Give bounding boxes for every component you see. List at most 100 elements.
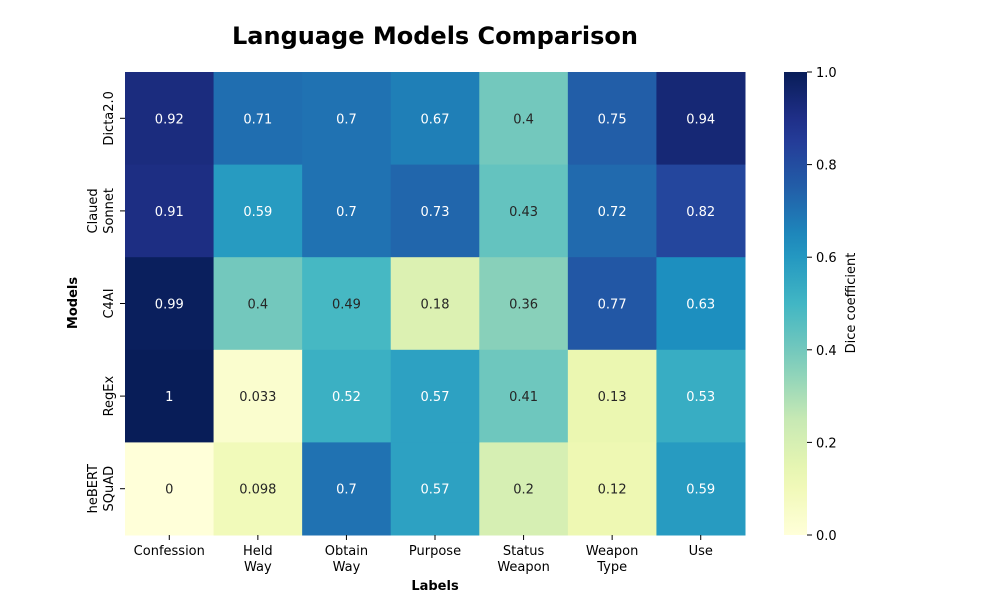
- x-tick-label: Status Weapon: [497, 544, 550, 575]
- cell-value-label: 0.73: [421, 205, 450, 220]
- cell-value-label: 0.41: [509, 390, 538, 405]
- heatmap-cell: [479, 257, 569, 351]
- cell-value-label: 0.82: [686, 205, 715, 220]
- heatmap-cell: [567, 164, 657, 258]
- heatmap-cell: [567, 257, 657, 351]
- cell-value-label: 0.4: [248, 298, 269, 313]
- heatmap-cell: [125, 164, 215, 258]
- cell-value-label: 0.43: [509, 205, 538, 220]
- cell-value-label: 0.75: [598, 112, 627, 127]
- cell-value-label: 0.18: [421, 298, 450, 313]
- cell-value-label: 0: [165, 483, 173, 498]
- heatmap-cell: [479, 72, 569, 166]
- heatmap-cell: [390, 257, 480, 351]
- heatmap-cell: [213, 349, 303, 443]
- cell-value-label: 0.92: [155, 112, 184, 127]
- heatmap-cell: [213, 442, 303, 536]
- colorbar-tick-label: 0.0: [816, 529, 837, 544]
- cell-value-label: 0.12: [598, 483, 627, 498]
- heatmap-cell: [213, 72, 303, 166]
- cell-value-label: 0.13: [598, 390, 627, 405]
- cell-value-label: 0.59: [243, 205, 272, 220]
- heatmap-cell: [302, 349, 392, 443]
- y-tick-label-group: C4AI: [102, 288, 117, 318]
- colorbar-tick-label: 0.2: [816, 436, 837, 451]
- y-tick-label: C4AI: [102, 288, 117, 318]
- heatmap-cell: [213, 164, 303, 258]
- heatmap-cell: [479, 349, 569, 443]
- y-axis-label: Models: [66, 277, 81, 329]
- heatmap-cell: [390, 349, 480, 443]
- cell-value-label: 0.2: [513, 483, 534, 498]
- heatmap-cell: [125, 257, 215, 351]
- cell-value-label: 0.94: [686, 112, 715, 127]
- cell-value-label: 0.71: [243, 112, 272, 127]
- cell-value-label: 0.59: [686, 483, 715, 498]
- heatmap-cell: [390, 164, 480, 258]
- y-tick-label: Sonnet: [102, 188, 117, 234]
- x-tick-label: Weapon Type: [586, 544, 639, 575]
- y-tick-label-group: RegEx: [102, 375, 117, 416]
- colorbar-label: Dice coefficient: [844, 253, 859, 354]
- x-axis-ticks: Confession Held Way Obtain Way Purpose Status W…: [134, 535, 713, 575]
- cell-value-label: 0.098: [239, 483, 276, 498]
- cell-value-label: 0.72: [598, 205, 627, 220]
- x-tick-label: Purpose: [409, 544, 461, 559]
- heatmap-cell: [390, 72, 480, 166]
- heatmap-cells: 0.92 0.71 0.7 0.67 0.4 0.75 0.940.91 0.59 0.7 0.7…: [125, 72, 746, 536]
- heatmap-cell: [390, 442, 480, 536]
- cell-value-label: 0.99: [155, 298, 184, 313]
- colorbar: 0.0 0.2 0.4 0.6 0.8 1.0: [784, 66, 837, 544]
- cell-value-label: 0.77: [598, 298, 627, 313]
- cell-value-label: 0.57: [421, 483, 450, 498]
- y-tick-label: heBERT: [86, 464, 101, 513]
- heatmap-cell: [479, 442, 569, 536]
- heatmap-cell: [302, 72, 392, 166]
- colorbar-gradient: [784, 72, 807, 535]
- x-tick-label: Obtain Way: [325, 544, 368, 575]
- heatmap-cell: [302, 164, 392, 258]
- heatmap-cell: [125, 72, 215, 166]
- chart-title: Language Models Comparison: [232, 22, 638, 50]
- y-tick-label: RegEx: [102, 375, 117, 416]
- cell-value-label: 0.033: [239, 390, 276, 405]
- y-tick-label-group: heBERT SQuAD: [86, 464, 117, 513]
- cell-value-label: 0.7: [336, 205, 357, 220]
- heatmap-cell: [302, 442, 392, 536]
- cell-value-label: 0.53: [686, 390, 715, 405]
- y-axis-ticks: Dicta2.0 Claued Sonnet C4AI RegEx heBERT SQuAD: [86, 91, 125, 513]
- heatmap-cell: [567, 72, 657, 166]
- heatmap-cell: [125, 442, 215, 536]
- heatmap-cell: [302, 257, 392, 351]
- colorbar-tick-label: 0.6: [816, 251, 837, 266]
- cell-value-label: 0.4: [513, 112, 534, 127]
- heatmap-cell: [656, 72, 746, 166]
- y-tick-label: Claued: [86, 188, 101, 233]
- cell-value-label: 1: [165, 390, 173, 405]
- x-axis-label: Labels: [411, 579, 459, 594]
- cell-value-label: 0.52: [332, 390, 361, 405]
- heatmap-cell: [213, 257, 303, 351]
- y-tick-label-group: Claued Sonnet: [86, 188, 117, 234]
- heatmap-cell: [125, 349, 215, 443]
- heatmap-cell: [567, 442, 657, 536]
- colorbar-tick-label: 0.4: [816, 344, 837, 359]
- cell-value-label: 0.57: [421, 390, 450, 405]
- heatmap-cell: [567, 349, 657, 443]
- cell-value-label: 0.7: [336, 483, 357, 498]
- colorbar-tick-label: 1.0: [816, 66, 837, 81]
- y-tick-label: Dicta2.0: [102, 91, 117, 146]
- cell-value-label: 0.49: [332, 298, 361, 313]
- x-tick-label: Held Way: [243, 544, 273, 575]
- x-tick-label: Confession: [134, 544, 205, 559]
- heatmap-cell: [656, 164, 746, 258]
- cell-value-label: 0.91: [155, 205, 184, 220]
- heatmap-cell: [656, 442, 746, 536]
- y-tick-label: SQuAD: [102, 466, 117, 512]
- y-tick-label-group: Dicta2.0: [102, 91, 117, 146]
- heatmap-cell: [479, 164, 569, 258]
- heatmap-cell: [656, 257, 746, 351]
- cell-value-label: 0.63: [686, 298, 715, 313]
- cell-value-label: 0.7: [336, 112, 357, 127]
